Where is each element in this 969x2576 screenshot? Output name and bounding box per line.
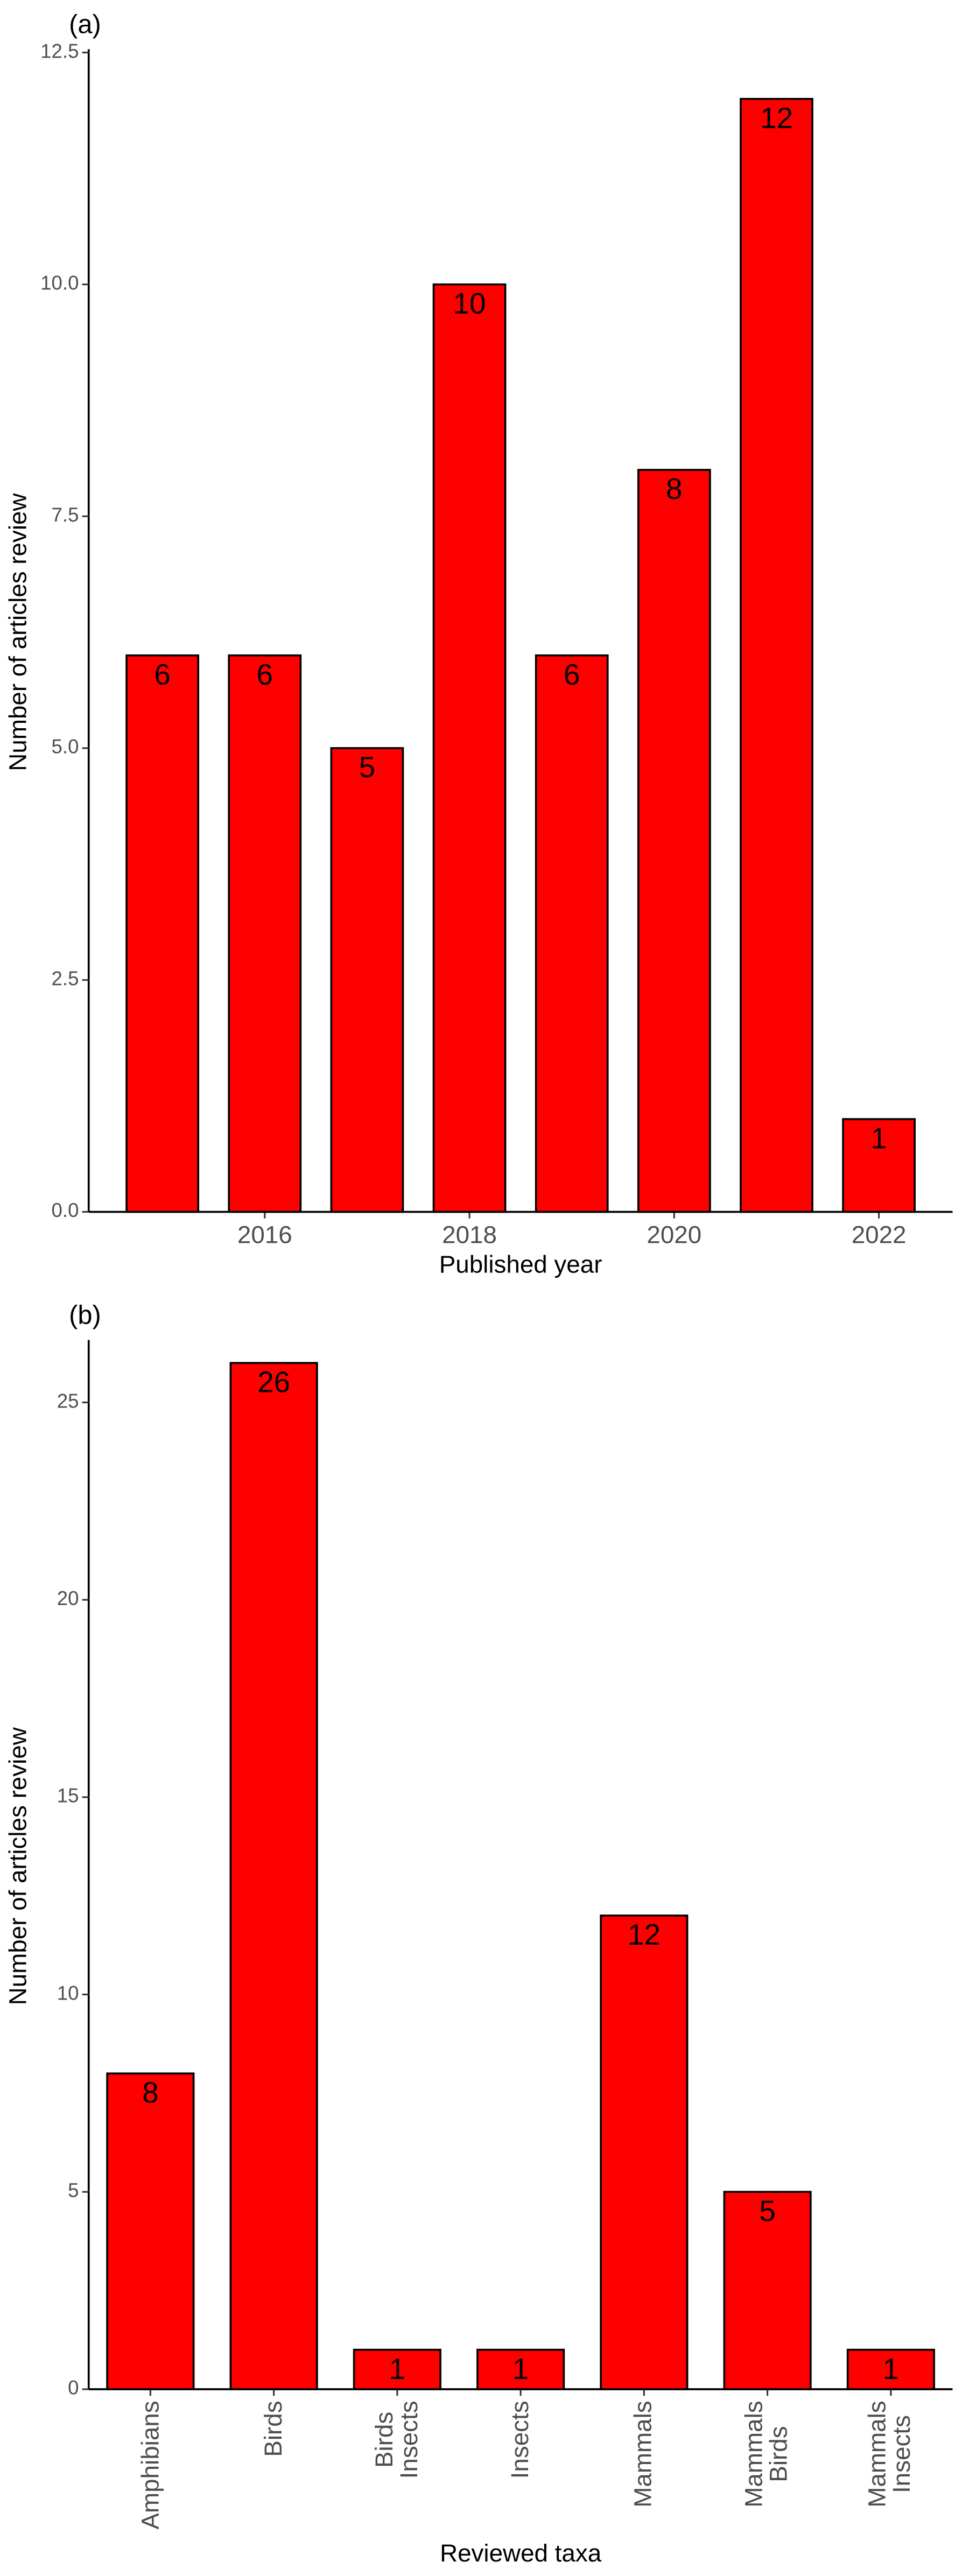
bar	[476, 2348, 565, 2390]
panel-tag: (a)	[69, 10, 101, 39]
y-tick-label: 5.0	[52, 736, 79, 758]
y-tick-label: 25	[57, 1390, 79, 1412]
value-label: 5	[759, 2194, 776, 2227]
bar	[723, 2191, 812, 2390]
value-label: 1	[870, 1121, 887, 1155]
x-tick-label: 2020	[647, 1221, 701, 1248]
value-label: 5	[359, 750, 376, 784]
y-tick-label: 7.5	[52, 504, 79, 526]
bar	[432, 283, 507, 1213]
bar	[125, 654, 200, 1213]
value-label: 1	[389, 2352, 406, 2385]
bar	[228, 654, 302, 1213]
y-tick-label: 2.5	[52, 967, 79, 989]
x-tick-label: Mammals	[630, 2401, 658, 2508]
value-label: 6	[154, 658, 171, 691]
bar	[637, 469, 711, 1213]
value-label: 12	[628, 1918, 661, 1951]
panel-tag: (b)	[69, 1301, 101, 1330]
bar	[106, 2072, 195, 2390]
x-axis-title: Reviewed taxa	[440, 2539, 602, 2567]
value-label: 26	[257, 1365, 290, 1398]
y-axis-title: Number of articles review	[4, 1727, 32, 2005]
y-tick-label: 0	[68, 2377, 79, 2399]
value-label: 8	[142, 2075, 159, 2109]
y-tick-label: 10	[57, 1982, 79, 2004]
x-tick-label: Insects	[507, 2401, 535, 2479]
y-tick-label: 20	[57, 1587, 79, 1609]
value-label: 8	[666, 472, 683, 505]
bar	[740, 97, 813, 1213]
bar	[600, 1915, 689, 2390]
value-label: 6	[564, 658, 580, 691]
bar	[229, 1362, 318, 2390]
x-tick-label: Mammals Insects	[865, 2401, 917, 2508]
x-tick-label: 2018	[442, 1221, 497, 1248]
bar	[535, 654, 609, 1213]
x-tick-label: 2016	[237, 1221, 292, 1248]
bar	[842, 1118, 916, 1213]
x-tick-label: Birds	[259, 2401, 288, 2457]
x-axis-title: Published year	[439, 1250, 602, 1278]
x-tick-label: 2022	[852, 1221, 907, 1248]
y-axis-title: Number of articles review	[4, 493, 32, 771]
value-label: 12	[760, 101, 793, 135]
y-tick-label: 12.5	[40, 40, 79, 62]
y-tick-label: 5	[68, 2179, 79, 2201]
value-label: 1	[512, 2352, 529, 2385]
y-tick-label: 10.0	[40, 272, 79, 294]
x-tick-label: Amphibians	[136, 2401, 165, 2530]
y-tick-label: 0.0	[52, 1199, 79, 1221]
bar	[353, 2348, 441, 2390]
value-label: 10	[453, 287, 486, 320]
bar	[330, 747, 404, 1213]
x-tick-label: Birds Insects	[371, 2401, 424, 2479]
value-label: 1	[883, 2352, 900, 2385]
bar	[846, 2348, 935, 2390]
x-tick-label: Mammals Birds	[741, 2401, 794, 2508]
value-label: 6	[257, 658, 273, 691]
y-tick-label: 15	[57, 1785, 79, 1807]
